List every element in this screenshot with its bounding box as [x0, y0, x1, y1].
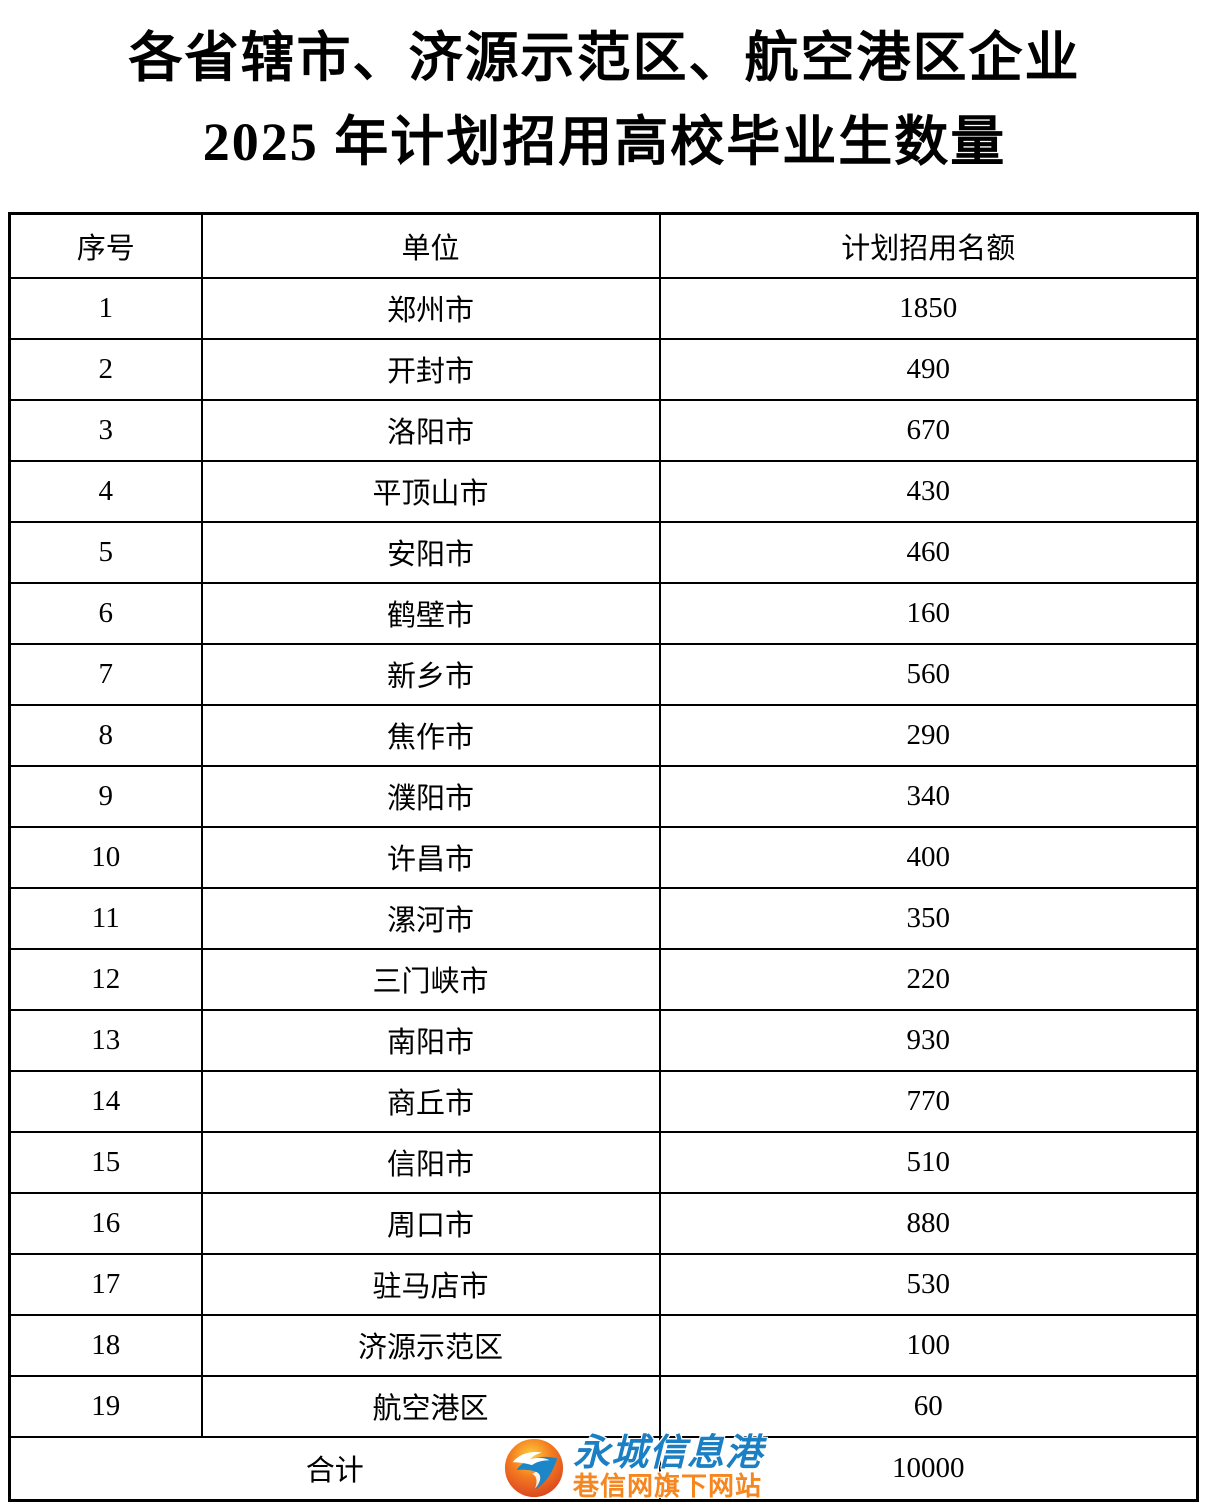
cell-unit: 许昌市 — [200, 825, 661, 889]
table-row: 10 许昌市 400 — [8, 825, 1199, 889]
cell-quota: 160 — [658, 581, 1199, 645]
table-row: 5 安阳市 460 — [8, 520, 1199, 584]
cell-quota: 430 — [658, 459, 1199, 523]
cell-unit: 郑州市 — [200, 276, 661, 340]
table-row: 1 郑州市 1850 — [8, 276, 1199, 340]
cell-unit: 周口市 — [200, 1191, 661, 1255]
table-row: 8 焦作市 290 — [8, 703, 1199, 767]
cell-unit: 南阳市 — [200, 1008, 661, 1072]
cell-serial: 9 — [8, 764, 203, 828]
cell-quota: 880 — [658, 1191, 1199, 1255]
cell-unit: 信阳市 — [200, 1130, 661, 1194]
total-quota-cell: 10000 — [658, 1435, 1199, 1502]
col-header-unit: 单位 — [200, 212, 661, 279]
cell-unit: 新乡市 — [200, 642, 661, 706]
table-row: 19 航空港区 60 — [8, 1374, 1199, 1438]
cell-unit: 安阳市 — [200, 520, 661, 584]
cell-quota: 350 — [658, 886, 1199, 950]
cell-quota: 460 — [658, 520, 1199, 584]
col-header-serial: 序号 — [8, 212, 203, 279]
cell-unit: 开封市 — [200, 337, 661, 401]
cell-serial: 13 — [8, 1008, 203, 1072]
table-row: 16 周口市 880 — [8, 1191, 1199, 1255]
cell-serial: 12 — [8, 947, 203, 1011]
table-row: 17 驻马店市 530 — [8, 1252, 1199, 1316]
cell-unit: 洛阳市 — [200, 398, 661, 462]
cell-unit: 航空港区 — [200, 1374, 661, 1438]
cell-quota: 930 — [658, 1008, 1199, 1072]
cell-quota: 100 — [658, 1313, 1199, 1377]
cell-serial: 1 — [8, 276, 203, 340]
table-row: 4 平顶山市 430 — [8, 459, 1199, 523]
cell-unit: 平顶山市 — [200, 459, 661, 523]
cell-unit: 鹤壁市 — [200, 581, 661, 645]
table-row: 13 南阳市 930 — [8, 1008, 1199, 1072]
table-row: 15 信阳市 510 — [8, 1130, 1199, 1194]
table-row: 7 新乡市 560 — [8, 642, 1199, 706]
cell-serial: 3 — [8, 398, 203, 462]
cell-unit: 焦作市 — [200, 703, 661, 767]
cell-serial: 4 — [8, 459, 203, 523]
table-row: 6 鹤壁市 160 — [8, 581, 1199, 645]
table-row: 14 商丘市 770 — [8, 1069, 1199, 1133]
cell-quota: 560 — [658, 642, 1199, 706]
cell-quota: 340 — [658, 764, 1199, 828]
cell-quota: 220 — [658, 947, 1199, 1011]
table-row: 12 三门峡市 220 — [8, 947, 1199, 1011]
cell-serial: 6 — [8, 581, 203, 645]
cell-quota: 530 — [658, 1252, 1199, 1316]
cell-serial: 15 — [8, 1130, 203, 1194]
table-row: 2 开封市 490 — [8, 337, 1199, 401]
cell-serial: 17 — [8, 1252, 203, 1316]
cell-serial: 19 — [8, 1374, 203, 1438]
document-title: 各省辖市、济源示范区、航空港区企业 2025 年计划招用高校毕业生数量 — [0, 0, 1209, 184]
cell-quota: 1850 — [658, 276, 1199, 340]
cell-quota: 490 — [658, 337, 1199, 401]
table-header-row: 序号 单位 计划招用名额 — [8, 212, 1199, 279]
table-row: 9 濮阳市 340 — [8, 764, 1199, 828]
cell-serial: 18 — [8, 1313, 203, 1377]
cell-serial: 10 — [8, 825, 203, 889]
table-row: 11 漯河市 350 — [8, 886, 1199, 950]
cell-quota: 510 — [658, 1130, 1199, 1194]
quota-table: 序号 单位 计划招用名额 1 郑州市 1850 2 开封市 490 3 洛阳市 670 4 平顶山市… — [8, 212, 1199, 1502]
table-total-row: 合计 10000 — [8, 1435, 1199, 1502]
cell-quota: 400 — [658, 825, 1199, 889]
table-row: 3 洛阳市 670 — [8, 398, 1199, 462]
cell-quota: 770 — [658, 1069, 1199, 1133]
cell-unit: 濮阳市 — [200, 764, 661, 828]
total-label-cell: 合计 — [8, 1435, 661, 1502]
title-line-1: 各省辖市、济源示范区、航空港区企业 — [128, 28, 1081, 88]
cell-quota: 670 — [658, 398, 1199, 462]
cell-serial: 14 — [8, 1069, 203, 1133]
cell-serial: 5 — [8, 520, 203, 584]
cell-unit: 驻马店市 — [200, 1252, 661, 1316]
cell-serial: 7 — [8, 642, 203, 706]
cell-unit: 商丘市 — [200, 1069, 661, 1133]
cell-serial: 2 — [8, 337, 203, 401]
cell-unit: 济源示范区 — [200, 1313, 661, 1377]
cell-serial: 8 — [8, 703, 203, 767]
cell-quota: 60 — [658, 1374, 1199, 1438]
cell-serial: 11 — [8, 886, 203, 950]
title-line-2: 2025 年计划招用高校毕业生数量 — [202, 112, 1007, 172]
cell-unit: 漯河市 — [200, 886, 661, 950]
cell-unit: 三门峡市 — [200, 947, 661, 1011]
cell-serial: 16 — [8, 1191, 203, 1255]
col-header-quota: 计划招用名额 — [658, 212, 1199, 279]
cell-quota: 290 — [658, 703, 1199, 767]
table-row: 18 济源示范区 100 — [8, 1313, 1199, 1377]
